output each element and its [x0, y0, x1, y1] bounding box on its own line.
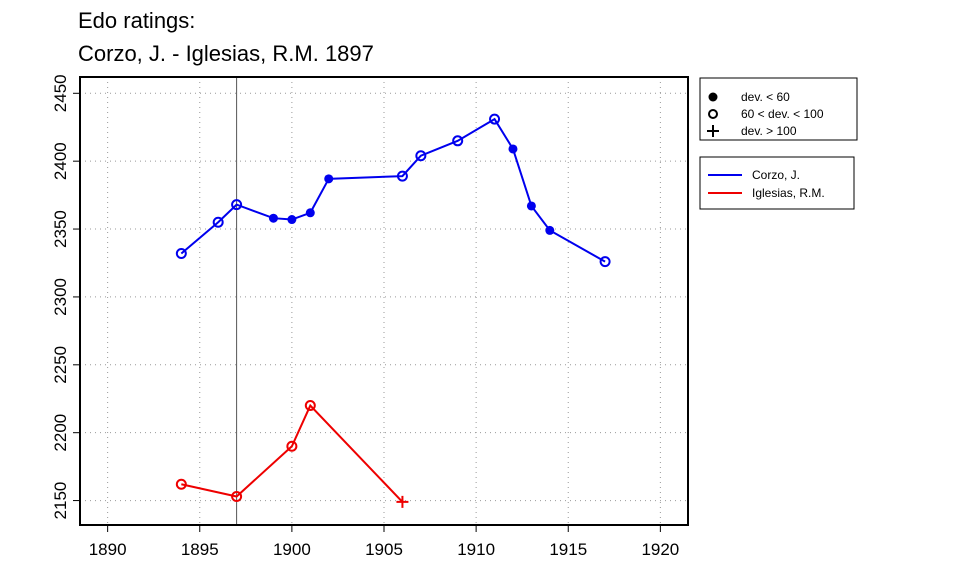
chart-title-line-2: Corzo, J. - Iglesias, R.M. 1897	[78, 41, 374, 66]
y-tick-label: 2450	[51, 74, 70, 112]
series-legend: Corzo, J. Iglesias, R.M.	[699, 156, 855, 210]
data-point	[212, 216, 224, 228]
y-tick-label: 2150	[51, 482, 70, 520]
y-tick-label: 2400	[51, 142, 70, 180]
x-tick-label: 1905	[365, 540, 403, 559]
plus-marker	[707, 125, 719, 137]
x-tick-label: 1915	[549, 540, 587, 559]
marker-legend: dev. < 60 60 < dev. < 100 dev. > 100	[699, 77, 858, 141]
data-point	[287, 215, 297, 225]
x-tick-label: 1890	[89, 540, 127, 559]
data-point	[396, 170, 408, 182]
data-point	[545, 225, 555, 235]
data-point	[231, 490, 243, 502]
data-point	[324, 174, 334, 184]
marker-legend-label-2: 60 < dev. < 100	[741, 107, 824, 121]
data-point	[489, 113, 501, 125]
x-tick-label: 1920	[641, 540, 679, 559]
x-axis: 1890 1895 1900 1905 1910 1915 1920	[89, 525, 679, 559]
data-point	[231, 199, 243, 211]
y-axis: 2150 2200 2250 2300 2350 2400 2450	[51, 74, 80, 519]
data-point	[508, 144, 518, 154]
marker-legend-label-1: dev. < 60	[741, 90, 790, 104]
series-line	[180, 117, 606, 263]
x-tick-label: 1900	[273, 540, 311, 559]
grid	[80, 77, 688, 525]
marker-legend-box	[699, 77, 858, 141]
data-point	[268, 213, 278, 223]
y-tick-label: 2350	[51, 210, 70, 248]
legend-label-corzo: Corzo, J.	[752, 168, 800, 182]
data-point	[526, 201, 536, 211]
x-tick-label: 1910	[457, 540, 495, 559]
data-point	[396, 495, 409, 508]
data-point	[175, 247, 187, 259]
data-point	[305, 208, 315, 218]
legend-label-iglesias: Iglesias, R.M.	[752, 186, 825, 200]
data-point	[415, 150, 427, 162]
data-point	[599, 256, 611, 268]
series-layer	[175, 113, 611, 508]
series-legend-box	[699, 156, 855, 210]
y-tick-label: 2250	[51, 346, 70, 384]
data-point	[452, 135, 464, 147]
open-circle-marker	[708, 109, 718, 119]
y-tick-label: 2300	[51, 278, 70, 316]
series-line	[181, 403, 404, 503]
x-tick-label: 1895	[181, 540, 219, 559]
y-tick-label: 2200	[51, 414, 70, 452]
data-point	[286, 440, 298, 452]
marker-legend-label-3: dev. > 100	[741, 124, 797, 138]
filled-circle-marker	[708, 92, 718, 102]
chart-title-line-1: Edo ratings:	[78, 8, 195, 33]
data-point	[304, 400, 316, 412]
data-point	[175, 478, 187, 490]
